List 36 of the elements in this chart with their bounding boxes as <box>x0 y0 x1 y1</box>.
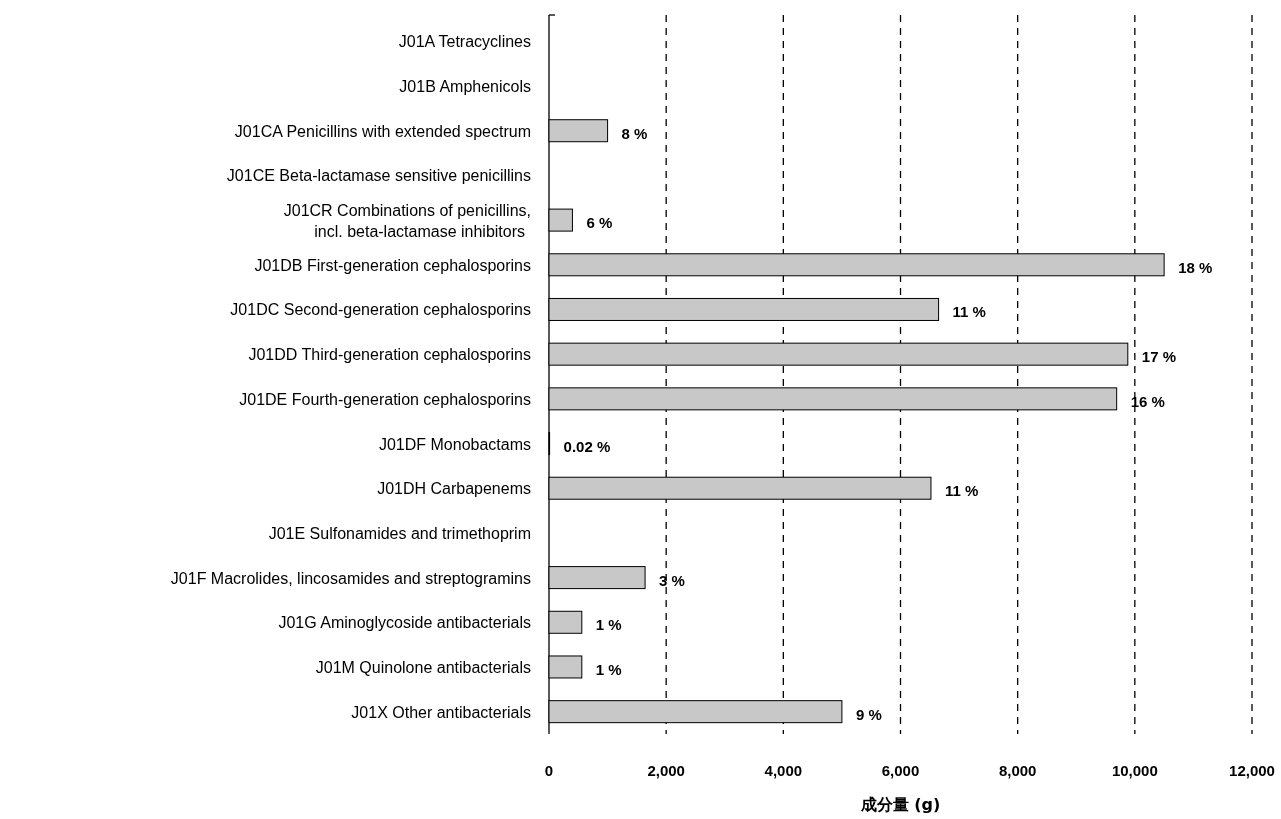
y-tick-label: J01F Macrolides, lincosamides and streptogramins <box>170 569 531 587</box>
x-tick-label: 2,000 <box>647 762 685 779</box>
annotation: 17 % <box>1141 348 1177 366</box>
y-tick-label: J01DH Carbapenems <box>377 480 531 498</box>
annotation: 11 % <box>944 482 979 500</box>
y-tick-label: J01CA Penicillins with extended spectrum <box>234 122 531 140</box>
y-tick-label: J01DF Monobactams <box>378 435 531 453</box>
y-tick-label: J01CE Beta-lactamase sensitive penicillins <box>226 167 531 185</box>
y-tick-label: J01X Other antibacterials <box>351 703 531 721</box>
y-tick-label: J01B Amphenicols <box>399 78 531 96</box>
annotation: 16 % <box>1130 392 1165 410</box>
x-tick-label: 4,000 <box>764 762 803 779</box>
annotation: 1 % <box>595 616 622 634</box>
y-tick-label: J01CR Combinations of penicillins, incl. beta-lactamase inhibitors <box>283 202 531 241</box>
x-tick-label: 6,000 <box>881 762 920 779</box>
y-tick-label: J01DB First-generation cephalosporins <box>254 256 531 274</box>
y-tick-label: J01DC Second-generation cephalosporins <box>230 301 531 319</box>
y-tick-label: J01DD Third-generation cephalosporins <box>248 346 531 364</box>
x-tick-label: 8,000 <box>998 762 1037 779</box>
x-tick-label: 0 <box>544 762 554 779</box>
y-tick-label: J01DE Fourth-generation cephalosporins <box>239 390 531 408</box>
x-tick-label: 10,000 <box>1111 762 1158 779</box>
annotation: 18 % <box>1178 258 1213 276</box>
x-tick-label: 12,000 <box>1229 762 1275 779</box>
annotation: 3 % <box>659 571 685 589</box>
y-tick-label: J01G Aminoglycoside antibacterials <box>278 614 531 632</box>
annotation: 0.02 % <box>563 437 611 455</box>
y-tick-label: J01E Sulfonamides and trimethoprim <box>268 524 531 542</box>
annotation: 8 % <box>621 124 648 142</box>
y-tick-label: J01M Quinolone antibacterials <box>315 658 531 676</box>
annotation: 1 % <box>595 660 622 678</box>
annotation: 9 % <box>855 705 882 723</box>
annotation: 11 % <box>952 303 986 321</box>
x-axis-title: 成分量 (g) <box>859 795 941 814</box>
y-tick-label: J01A Tetracyclines <box>398 33 531 51</box>
annotation: 6 % <box>586 214 613 232</box>
